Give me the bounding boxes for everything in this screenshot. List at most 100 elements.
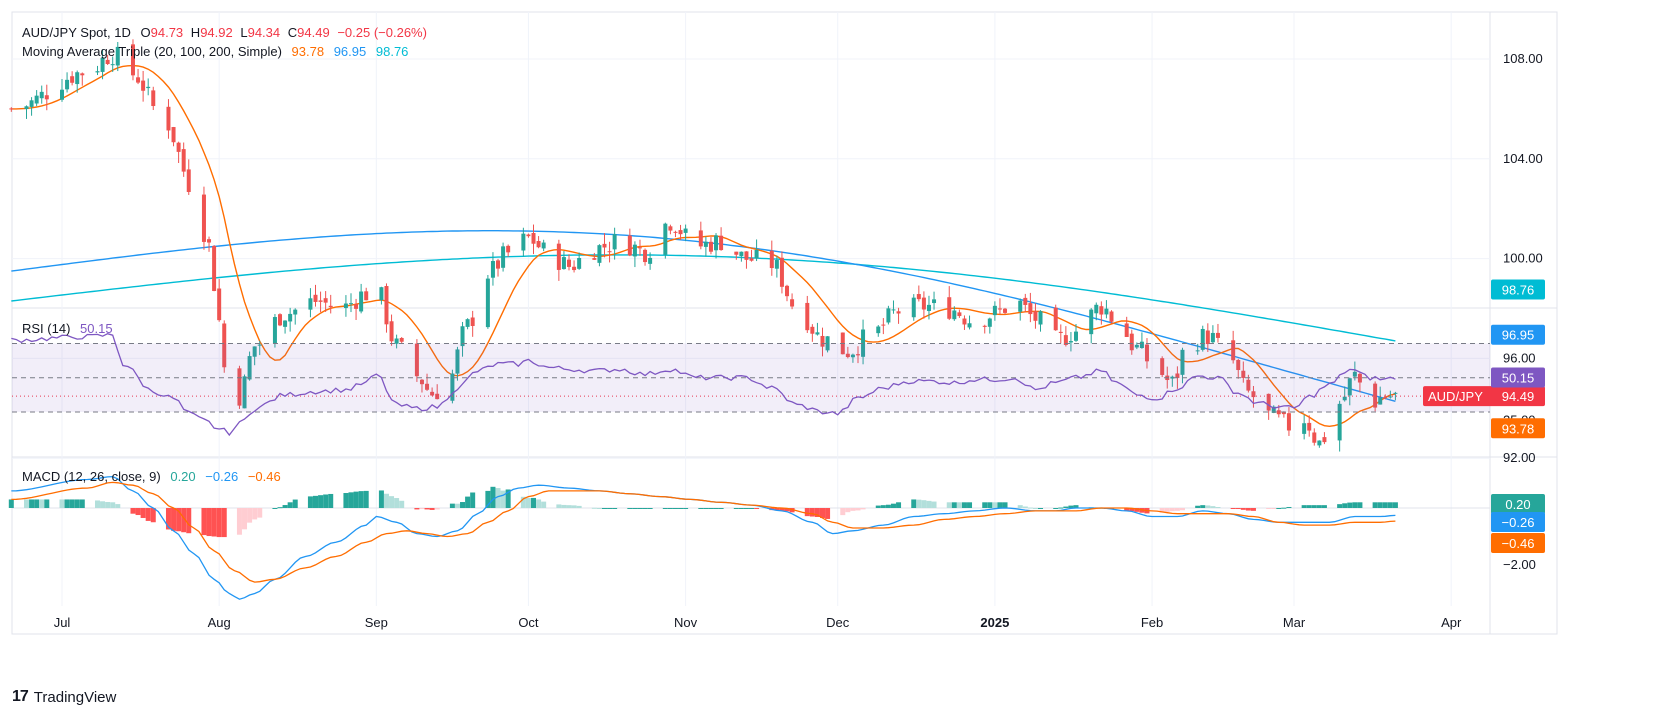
candle-body[interactable] (1139, 341, 1144, 349)
candle-body[interactable] (1160, 358, 1165, 375)
candle-body[interactable] (490, 261, 495, 278)
candle-body[interactable] (607, 251, 612, 253)
candle-body[interactable] (105, 59, 110, 64)
candle-body[interactable] (222, 323, 227, 368)
candle-body[interactable] (962, 318, 967, 325)
candle-body[interactable] (932, 299, 937, 304)
candle-body[interactable] (34, 95, 39, 104)
candle-body[interactable] (815, 332, 820, 335)
candle-body[interactable] (414, 343, 419, 377)
candle-body[interactable] (627, 235, 632, 256)
candle-body[interactable] (110, 64, 115, 66)
candle-body[interactable] (435, 393, 440, 400)
candle-body[interactable] (855, 354, 860, 356)
candle-body[interactable] (151, 90, 156, 107)
candle-body[interactable] (861, 329, 866, 357)
ma-title[interactable]: Moving Average Triple (20, 100, 200, Sim… (22, 44, 282, 59)
candle-body[interactable] (1286, 413, 1291, 431)
candle-body[interactable] (881, 324, 886, 326)
candle-body[interactable] (845, 353, 850, 358)
candle-body[interactable] (1388, 396, 1393, 398)
candle-body[interactable] (612, 234, 617, 250)
candle-body[interactable] (283, 320, 288, 327)
candle-body[interactable] (774, 260, 779, 269)
candle-body[interactable] (916, 294, 921, 300)
candle-body[interactable] (779, 257, 784, 287)
candle-body[interactable] (1337, 403, 1342, 441)
candle-body[interactable] (1302, 423, 1307, 434)
candle-body[interactable] (1373, 383, 1378, 408)
candle-body[interactable] (749, 258, 754, 261)
rsi-title[interactable]: RSI (14) (22, 321, 71, 336)
candle-body[interactable] (1322, 437, 1327, 443)
candle-body[interactable] (181, 149, 186, 172)
candle-body[interactable] (308, 298, 313, 310)
candle-body[interactable] (850, 354, 855, 358)
candle-body[interactable] (60, 89, 64, 100)
candle-body[interactable] (556, 243, 561, 270)
candle-body[interactable] (1038, 311, 1043, 325)
candle-body[interactable] (343, 303, 348, 309)
candle-body[interactable] (1028, 303, 1033, 315)
candle-body[interactable] (911, 297, 916, 318)
candle-body[interactable] (678, 230, 683, 235)
rsi-panel[interactable] (11, 333, 1490, 437)
candle-body[interactable] (44, 95, 49, 100)
candle-body[interactable] (1129, 333, 1134, 351)
candle-body[interactable] (1068, 341, 1073, 343)
candle-body[interactable] (1312, 432, 1317, 443)
candle-body[interactable] (1124, 323, 1129, 337)
candle-body[interactable] (171, 127, 176, 143)
candle-body[interactable] (100, 57, 105, 72)
candle-body[interactable] (237, 368, 242, 406)
candle-body[interactable] (992, 305, 997, 316)
candle-body[interactable] (1276, 410, 1281, 415)
candle-body[interactable] (1074, 331, 1078, 341)
candle-body[interactable] (1094, 304, 1099, 314)
candle-body[interactable] (348, 303, 353, 305)
candle-body[interactable] (708, 241, 713, 252)
candle-body[interactable] (75, 72, 80, 85)
candle-body[interactable] (217, 288, 222, 321)
candle-body[interactable] (1089, 309, 1094, 335)
candle-body[interactable] (146, 86, 151, 89)
candle-body[interactable] (166, 106, 171, 131)
candle-body[interactable] (1266, 393, 1271, 411)
candle-body[interactable] (967, 323, 972, 328)
candle-body[interactable] (323, 298, 328, 303)
candle-body[interactable] (1357, 373, 1362, 383)
candle-body[interactable] (825, 336, 830, 351)
candle-body[interactable] (719, 235, 724, 251)
candle-body[interactable] (1003, 308, 1008, 313)
candle-body[interactable] (389, 321, 394, 342)
candle-body[interactable] (891, 309, 896, 311)
candle-body[interactable] (1307, 422, 1312, 431)
candle-body[interactable] (754, 249, 759, 259)
macd-title[interactable]: MACD (12, 26, close, 9) (22, 469, 161, 484)
candle-body[interactable] (29, 100, 34, 107)
candle-body[interactable] (1236, 359, 1241, 371)
candle-body[interactable] (926, 304, 931, 312)
candle-body[interactable] (257, 344, 262, 346)
candle-body[interactable] (805, 302, 810, 331)
candle-body[interactable] (354, 304, 359, 309)
candle-body[interactable] (288, 313, 293, 322)
candle-body[interactable] (536, 240, 541, 248)
candle-body[interactable] (683, 228, 688, 233)
candle-body[interactable] (24, 106, 29, 110)
candle-body[interactable] (1251, 391, 1256, 398)
candle-body[interactable] (663, 223, 668, 255)
candle-body[interactable] (541, 242, 546, 249)
candle-body[interactable] (947, 297, 952, 319)
candle-body[interactable] (734, 251, 739, 255)
candle-body[interactable] (668, 226, 673, 231)
candle-body[interactable] (592, 258, 597, 260)
candle-body[interactable] (577, 257, 582, 269)
candle-body[interactable] (430, 391, 435, 396)
candle-body[interactable] (506, 245, 511, 253)
candle-body[interactable] (876, 326, 881, 334)
candle-body[interactable] (1317, 440, 1322, 446)
candle-body[interactable] (1205, 330, 1210, 345)
candle-body[interactable] (769, 250, 774, 269)
